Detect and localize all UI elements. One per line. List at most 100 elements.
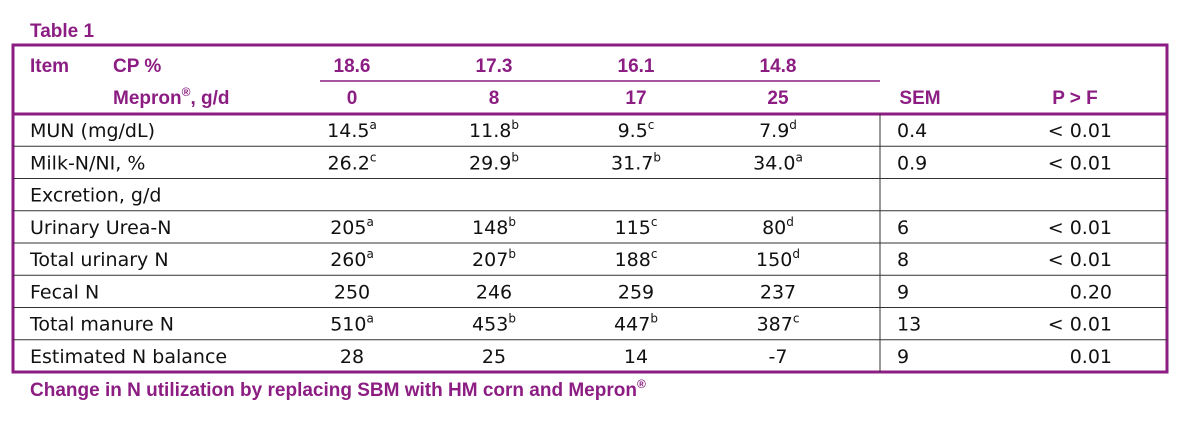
cell-sup: a	[795, 150, 802, 164]
cell: 148b	[472, 215, 516, 239]
cell-value: 7.9	[759, 120, 789, 142]
sem-value: 8	[897, 249, 909, 271]
cell: 28	[340, 346, 364, 368]
table-border	[11, 43, 1169, 374]
cell-value: 237	[760, 281, 796, 303]
sem-value: 0.9	[897, 152, 927, 174]
cell-value: 453	[472, 314, 508, 336]
cell-value: 28	[340, 346, 364, 368]
cell-sup: b	[508, 247, 516, 261]
cell-value: 29.9	[469, 152, 511, 174]
cp-value: 14.8	[760, 56, 797, 77]
sem-value: 0.4	[897, 120, 927, 142]
cell-sup: c	[370, 150, 377, 164]
cell-sup: a	[366, 247, 373, 261]
cell-value: 205	[330, 217, 366, 239]
cell: 9.5c	[618, 118, 655, 142]
cell-value: 26.2	[328, 152, 370, 174]
cell-value: 115	[615, 217, 651, 239]
cell: 31.7b	[611, 150, 661, 174]
p-value: < 0.01	[1048, 152, 1112, 174]
cp-value: 16.1	[618, 56, 655, 77]
table-title: Table 1	[30, 21, 94, 42]
row-label: Fecal N	[30, 281, 99, 303]
sem-value: 9	[897, 346, 909, 368]
mepron-sup: ®	[182, 85, 191, 99]
cell-sup: b	[511, 150, 519, 164]
cell: 207b	[472, 247, 516, 271]
p-value: < 0.01	[1048, 217, 1112, 239]
cell: 25	[482, 346, 506, 368]
row-label: Estimated N balance	[30, 346, 227, 368]
p-value: < 0.01	[1048, 249, 1112, 271]
p-value: < 0.01	[1048, 120, 1112, 142]
cp-value: 17.3	[476, 56, 513, 77]
cell-sup: b	[511, 118, 519, 132]
cell: 510a	[330, 312, 374, 336]
mepron-text: Mepron	[113, 88, 182, 109]
sem-value: 9	[897, 281, 909, 303]
mepron-value: 25	[767, 88, 789, 109]
cell: 115c	[615, 215, 658, 239]
cell-value: 11.8	[469, 120, 511, 142]
cell: 453b	[472, 312, 516, 336]
cell: 188c	[615, 247, 658, 271]
item-header: Item	[30, 56, 69, 77]
cell-value: 9.5	[618, 120, 648, 142]
cell-sup: c	[793, 312, 800, 326]
cell-value: 31.7	[611, 152, 653, 174]
cell: 237	[760, 281, 796, 303]
cell-sup: b	[508, 312, 516, 326]
cell-value: 510	[330, 314, 366, 336]
cell-value: 207	[472, 249, 508, 271]
cell-value: 14.5	[327, 120, 369, 142]
cell-sup: c	[648, 118, 655, 132]
cell-value: 14	[624, 346, 648, 368]
caption: Change in N utilization by replacing SBM…	[30, 377, 646, 401]
cell-sup: c	[651, 215, 658, 229]
cell-sup: a	[366, 215, 373, 229]
cell: 34.0a	[753, 150, 803, 174]
cell-sup: b	[650, 312, 658, 326]
mepron-value: 0	[347, 88, 358, 109]
cell-value: 447	[614, 314, 650, 336]
cell-value: 150	[756, 249, 792, 271]
cell-value: 260	[330, 249, 366, 271]
cell-sup: a	[369, 118, 376, 132]
cell-value: 148	[472, 217, 508, 239]
cell: 387c	[757, 312, 800, 336]
cell-value: 387	[757, 314, 793, 336]
cell-sup: c	[651, 247, 658, 261]
cell: 14	[624, 346, 648, 368]
cell-sup: d	[789, 118, 797, 132]
sem-value: 13	[897, 314, 921, 336]
cell-value: 246	[476, 281, 512, 303]
cell-value: 34.0	[753, 152, 795, 174]
cell: 447b	[614, 312, 658, 336]
mepron-value: 17	[625, 88, 646, 109]
row-label: Milk-N/NI, %	[30, 152, 145, 174]
cell: 14.5a	[327, 118, 377, 142]
mepron-header: Mepron®, g/d	[113, 85, 230, 109]
cell-value: 250	[334, 281, 370, 303]
cell: 26.2c	[328, 150, 377, 174]
caption-sup: ®	[637, 377, 646, 391]
mepron-rest: , g/d	[190, 88, 229, 109]
cp-header: CP %	[113, 56, 161, 77]
cell: -7	[769, 346, 788, 368]
cell-sup: b	[508, 215, 516, 229]
cell: 7.9d	[759, 118, 797, 142]
p-header: P > F	[1052, 88, 1098, 109]
cp-value: 18.6	[334, 56, 371, 77]
cell: 250	[334, 281, 370, 303]
cell: 11.8b	[469, 118, 519, 142]
p-value: 0.20	[1070, 281, 1112, 303]
row-label: Urinary Urea-N	[30, 217, 171, 239]
sem-header: SEM	[899, 88, 940, 109]
mepron-value: 8	[489, 88, 500, 109]
cell: 205a	[330, 215, 374, 239]
cell: 246	[476, 281, 512, 303]
cell-sup: b	[653, 150, 661, 164]
row-label: Total manure N	[29, 314, 174, 336]
